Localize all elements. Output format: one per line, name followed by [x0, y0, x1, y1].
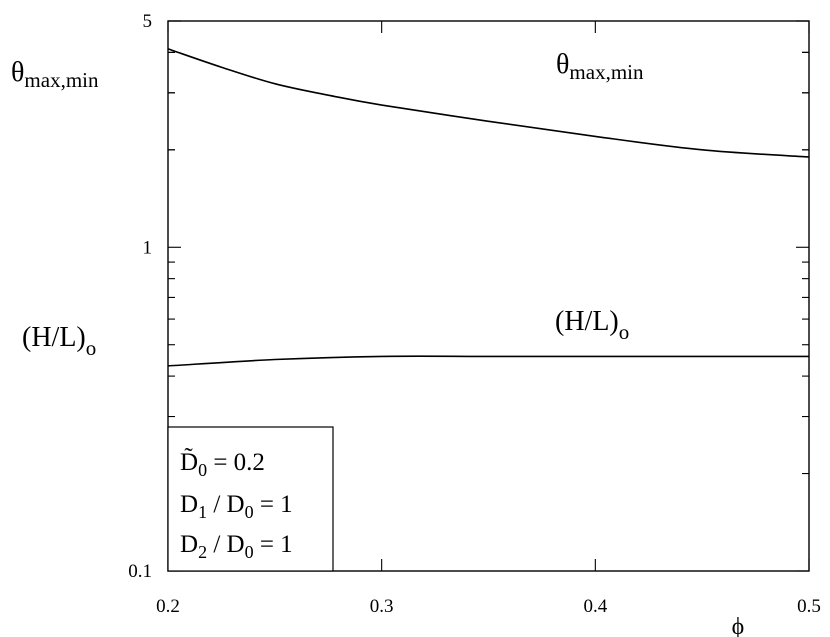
y-tick-labels: 510.1 — [128, 11, 152, 582]
parameter-line-2: D1 / D0 = 1 — [180, 491, 293, 522]
y-tick-label: 0.1 — [128, 561, 152, 582]
annotation-theta-left: θmax,min — [11, 57, 99, 92]
annotation-hl-left: (H/L)o — [22, 322, 96, 360]
plot-frame — [167, 20, 810, 572]
series-theta-max-min — [167, 48, 810, 158]
y-tick-label: 1 — [143, 237, 153, 258]
y-minor-ticks — [168, 20, 809, 572]
x-tick-label: 0.2 — [156, 596, 180, 617]
parameter-box: D̃0 = 0.2 D1 / D0 = 1 D2 / D0 = 1 — [167, 426, 334, 572]
series-h-over-l — [167, 355, 809, 367]
y-tick-label: 5 — [143, 11, 153, 32]
x-tick-label: 0.3 — [370, 596, 394, 617]
annotation-theta-inside: θmax,min — [556, 49, 644, 84]
parameter-box-frame — [167, 426, 334, 572]
parameter-line-1: D̃0 = 0.2 — [180, 448, 265, 480]
x-tick-labels: 0.2 0.3 0.4 0.5 — [156, 596, 821, 617]
x-tick-label: 0.5 — [797, 596, 821, 617]
series-layer — [167, 48, 810, 367]
x-tick-label: 0.4 — [583, 596, 607, 617]
parameter-line-3: D2 / D0 = 1 — [180, 531, 293, 562]
annotation-hl-inside: (H/L)o — [555, 306, 629, 344]
x-axis-label: ϕ — [732, 614, 745, 637]
